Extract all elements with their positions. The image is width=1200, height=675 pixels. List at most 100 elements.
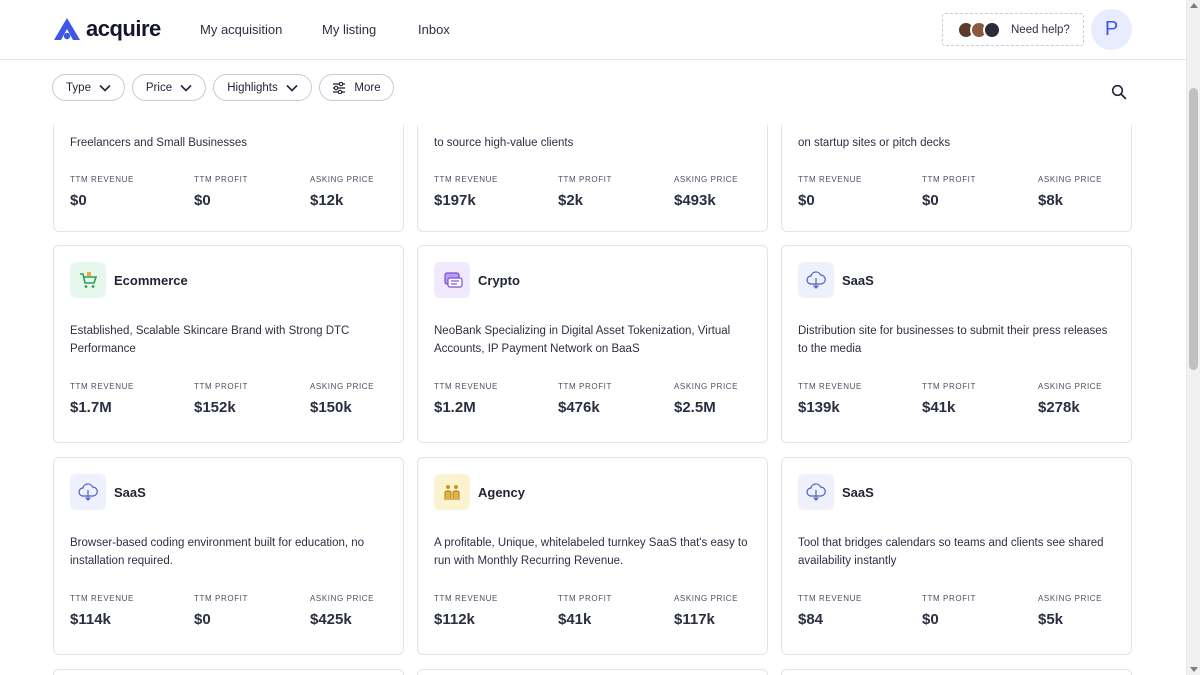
- price-filter-dropdown[interactable]: Price: [132, 74, 206, 101]
- more-filters-button[interactable]: More: [319, 74, 394, 101]
- acquire-logo-icon: [54, 18, 80, 40]
- listing-card[interactable]: [417, 669, 768, 675]
- ttm-revenue-label: TTM REVENUE: [434, 175, 498, 184]
- asking-price-label: ASKING PRICE: [674, 382, 739, 391]
- category-label: Agency: [478, 484, 525, 500]
- listing-card[interactable]: Crypto NeoBank Specializing in Digital A…: [417, 245, 768, 443]
- ttm-revenue-label: TTM REVENUE: [70, 594, 134, 603]
- cloud-saas-icon: [798, 262, 834, 298]
- highlights-filter-dropdown[interactable]: Highlights: [213, 74, 312, 101]
- ttm-profit-value: $2k: [558, 192, 584, 209]
- profile-avatar-button[interactable]: P: [1091, 9, 1132, 50]
- chevron-down-icon: [286, 84, 298, 92]
- ttm-profit-value: $0: [922, 611, 939, 628]
- category-label: Ecommerce: [114, 272, 188, 288]
- ttm-profit-value: $41k: [922, 399, 956, 416]
- ttm-revenue-label: TTM REVENUE: [434, 382, 498, 391]
- listing-description: on startup sites or pitch decks: [798, 137, 951, 149]
- need-help-button[interactable]: Need help?: [942, 13, 1084, 46]
- listing-description: A profitable, Unique, whitelabeled turnk…: [434, 537, 748, 567]
- ttm-profit-label: TTM PROFIT: [558, 175, 612, 184]
- listing-card[interactable]: to source high-value clients TTM REVENUE…: [417, 123, 768, 232]
- ttm-revenue-label: TTM REVENUE: [798, 594, 862, 603]
- nav-my-listing[interactable]: My listing: [322, 22, 377, 37]
- listing-card[interactable]: [53, 669, 404, 675]
- asking-price-value: $8k: [1038, 192, 1064, 209]
- ttm-revenue-value: $1.2M: [434, 399, 476, 416]
- category-label: Crypto: [478, 272, 520, 288]
- ttm-revenue-value: $0: [798, 192, 815, 209]
- ttm-profit-value: $0: [194, 192, 211, 209]
- nav-inbox[interactable]: Inbox: [418, 22, 450, 37]
- listing-description: Tool that bridges calendars so teams and…: [798, 537, 1104, 567]
- asking-price-label: ASKING PRICE: [310, 382, 375, 391]
- listing-card[interactable]: SaaS Tool that bridges calendars so team…: [781, 457, 1132, 655]
- listing-description: to source high-value clients: [434, 137, 574, 149]
- asking-price-label: ASKING PRICE: [674, 175, 739, 184]
- listing-card[interactable]: Agency A profitable, Unique, whitelabele…: [417, 457, 768, 655]
- ttm-revenue-value: $84: [798, 611, 824, 628]
- ttm-revenue-label: TTM REVENUE: [70, 382, 134, 391]
- asking-price-value: $150k: [310, 399, 352, 416]
- highlights-filter-label: Highlights: [227, 81, 278, 94]
- crypto-wallet-icon: [434, 262, 470, 298]
- scroll-thumb[interactable]: [1189, 88, 1198, 370]
- ttm-profit-label: TTM PROFIT: [558, 594, 612, 603]
- ttm-revenue-label: TTM REVENUE: [434, 594, 498, 603]
- listing-card[interactable]: SaaS Browser-based coding environment bu…: [53, 457, 404, 655]
- ttm-revenue-label: TTM REVENUE: [798, 175, 862, 184]
- asking-price-label: ASKING PRICE: [1038, 175, 1103, 184]
- chevron-down-icon: [180, 84, 192, 92]
- ttm-profit-label: TTM PROFIT: [194, 175, 248, 184]
- asking-price-label: ASKING PRICE: [1038, 382, 1103, 391]
- ttm-profit-value: $0: [922, 192, 939, 209]
- listing-card[interactable]: Ecommerce Established, Scalable Skincare…: [53, 245, 404, 443]
- ttm-revenue-value: $114k: [70, 611, 111, 628]
- nav-my-acquisition[interactable]: My acquisition: [200, 22, 283, 37]
- listing-description: Distribution site for businesses to subm…: [798, 325, 1108, 355]
- search-icon[interactable]: [1111, 84, 1127, 100]
- ttm-profit-value: $476k: [558, 399, 600, 416]
- asking-price-label: ASKING PRICE: [1038, 594, 1103, 603]
- filter-bar: Type Price Highlights More: [0, 61, 1186, 125]
- asking-price-value: $425k: [310, 611, 352, 628]
- ttm-profit-value: $152k: [194, 399, 236, 416]
- top-navigation-bar: acquire My acquisition My listing Inbox …: [0, 0, 1186, 60]
- asking-price-value: $493k: [674, 192, 716, 209]
- agency-team-icon: [434, 474, 470, 510]
- ttm-profit-label: TTM PROFIT: [922, 594, 976, 603]
- avatar: [983, 20, 1001, 39]
- ttm-profit-value: $41k: [558, 611, 592, 628]
- asking-price-label: ASKING PRICE: [310, 594, 375, 603]
- need-help-label: Need help?: [1011, 23, 1070, 36]
- category-label: SaaS: [842, 484, 874, 500]
- listing-card[interactable]: on startup sites or pitch decks TTM REVE…: [781, 123, 1132, 232]
- ttm-revenue-label: TTM REVENUE: [70, 175, 134, 184]
- ttm-profit-label: TTM PROFIT: [558, 382, 612, 391]
- listing-card[interactable]: [781, 669, 1132, 675]
- support-avatars: [957, 20, 1001, 39]
- ttm-profit-label: TTM PROFIT: [194, 382, 248, 391]
- ttm-profit-label: TTM PROFIT: [194, 594, 248, 603]
- listing-card[interactable]: Freelancers and Small Businesses TTM REV…: [53, 123, 404, 232]
- acquire-logo[interactable]: acquire: [52, 16, 161, 42]
- page-scrollbar[interactable]: [1186, 0, 1200, 675]
- price-filter-label: Price: [145, 81, 173, 94]
- ttm-profit-value: $0: [194, 611, 211, 628]
- category-label: SaaS: [842, 272, 874, 288]
- cloud-saas-icon: [798, 474, 834, 510]
- category-label: SaaS: [114, 484, 146, 500]
- listing-description: Established, Scalable Skincare Brand wit…: [70, 325, 350, 355]
- type-filter-dropdown[interactable]: Type: [52, 74, 125, 101]
- type-filter-label: Type: [66, 81, 91, 94]
- shopping-cart-icon: [70, 262, 106, 298]
- listing-card[interactable]: SaaS Distribution site for businesses to…: [781, 245, 1132, 443]
- scroll-down-arrow-icon[interactable]: [1190, 667, 1198, 672]
- sliders-icon: [333, 81, 346, 94]
- ttm-profit-label: TTM PROFIT: [922, 382, 976, 391]
- asking-price-value: $12k: [310, 192, 344, 209]
- asking-price-value: $278k: [1038, 399, 1080, 416]
- more-filters-label: More: [354, 81, 381, 94]
- scroll-up-arrow-icon[interactable]: [1190, 3, 1198, 8]
- listing-description: Freelancers and Small Businesses: [70, 137, 248, 149]
